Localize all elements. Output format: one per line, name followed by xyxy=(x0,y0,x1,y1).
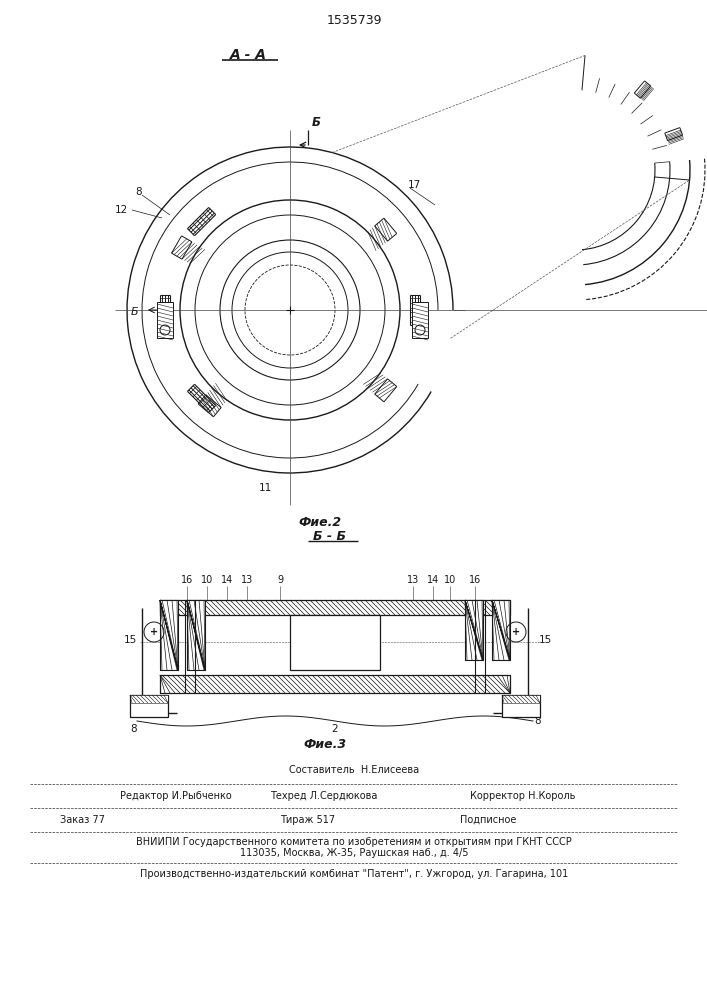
Bar xyxy=(160,600,178,670)
Text: Производственно-издательский комбинат "Патент", г. Ужгород, ул. Гагарина, 101: Производственно-издательский комбинат "П… xyxy=(140,869,568,879)
Text: 8: 8 xyxy=(534,716,542,726)
Text: 8: 8 xyxy=(135,187,142,197)
Bar xyxy=(502,695,540,703)
Bar xyxy=(160,675,510,693)
Text: Корректор Н.Король: Корректор Н.Король xyxy=(470,791,575,801)
Text: Заказ 77: Заказ 77 xyxy=(60,815,105,825)
Text: Б: Б xyxy=(132,307,139,317)
Bar xyxy=(492,600,510,660)
Text: 9: 9 xyxy=(277,575,283,585)
Bar xyxy=(412,302,428,338)
Text: +: + xyxy=(512,627,520,637)
Text: 12: 12 xyxy=(115,205,128,215)
Text: ВНИИПИ Государственного комитета по изобретениям и открытиям при ГКНТ СССР: ВНИИПИ Государственного комитета по изоб… xyxy=(136,837,572,847)
Bar xyxy=(492,600,510,660)
Bar xyxy=(130,695,168,717)
Text: Подписное: Подписное xyxy=(460,815,516,825)
Text: 10: 10 xyxy=(201,575,213,585)
Text: А - А: А - А xyxy=(230,48,267,62)
Text: 13: 13 xyxy=(407,575,419,585)
Text: Редактор И.Рыбченко: Редактор И.Рыбченко xyxy=(120,791,232,801)
Bar xyxy=(465,600,483,660)
Text: 2: 2 xyxy=(332,724,339,734)
Text: Тираж 517: Тираж 517 xyxy=(280,815,335,825)
Bar xyxy=(465,600,483,660)
Text: 113035, Москва, Ж-35, Раушская наб., д. 4/5: 113035, Москва, Ж-35, Раушская наб., д. … xyxy=(240,848,468,858)
Text: 8: 8 xyxy=(131,724,137,734)
Bar xyxy=(502,695,540,717)
Text: Б: Б xyxy=(312,116,320,129)
Bar xyxy=(160,600,178,670)
Text: 14: 14 xyxy=(427,575,439,585)
Text: 16: 16 xyxy=(181,575,193,585)
Bar xyxy=(160,600,510,615)
Text: 16: 16 xyxy=(469,575,481,585)
Bar xyxy=(160,600,510,615)
Bar xyxy=(290,615,380,670)
Bar xyxy=(157,302,173,338)
Text: Составитель  Н.Елисеева: Составитель Н.Елисеева xyxy=(289,765,419,775)
Text: 17: 17 xyxy=(408,180,421,190)
Bar xyxy=(130,695,168,703)
Text: 13: 13 xyxy=(241,575,253,585)
Text: Б - Б: Б - Б xyxy=(313,530,346,544)
Text: 11: 11 xyxy=(258,483,271,493)
Text: Техред Л.Сердюкова: Техред Л.Сердюкова xyxy=(270,791,378,801)
Bar xyxy=(187,600,205,670)
Bar xyxy=(160,675,510,693)
Text: 15: 15 xyxy=(538,635,551,645)
Text: 1535739: 1535739 xyxy=(326,13,382,26)
Text: Фие.2: Фие.2 xyxy=(298,516,341,528)
Text: 14: 14 xyxy=(221,575,233,585)
Text: 15: 15 xyxy=(124,635,136,645)
Bar xyxy=(187,600,205,670)
Text: +: + xyxy=(150,627,158,637)
Text: Фие.3: Фие.3 xyxy=(303,738,346,752)
Text: 10: 10 xyxy=(444,575,456,585)
